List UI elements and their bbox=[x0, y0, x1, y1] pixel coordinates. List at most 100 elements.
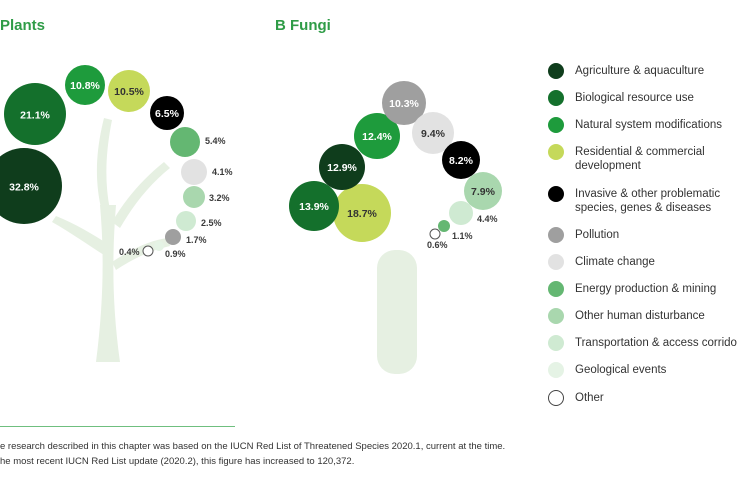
legend-item-invasive-and-other-problematic-species-genes-and-diseases: Invasive & other problematic species, ge… bbox=[548, 186, 721, 215]
legend-item-pollution: Pollution bbox=[548, 227, 620, 243]
fungi-bubble-circle bbox=[449, 201, 473, 225]
fungi-bubble-agriculture-and-aquaculture: 12.9% bbox=[319, 144, 365, 190]
plants-bubble-energy-production-and-mining: 5.4% bbox=[170, 127, 226, 157]
legend-swatch bbox=[548, 186, 564, 202]
legend-swatch bbox=[548, 390, 564, 406]
legend-swatch bbox=[548, 144, 564, 160]
plants-bubble-label: 10.8% bbox=[70, 80, 100, 92]
fungi-bubble-circle bbox=[442, 141, 480, 179]
footnote-1: e research described in this chapter was… bbox=[0, 441, 506, 452]
legend-label: Other bbox=[575, 392, 604, 404]
plants-bubble-residential-and-commercial-development: 10.5% bbox=[108, 70, 150, 112]
plants-bubble-other: 0.4% bbox=[119, 245, 154, 257]
plants-tree-branch bbox=[52, 216, 108, 255]
plants-bubble-circle bbox=[0, 148, 62, 224]
fungi-bubble-energy-production-and-mining: 1.1% bbox=[438, 220, 473, 241]
fungi-bubble-label: 7.9% bbox=[471, 186, 496, 198]
fungi-bubble-label: 9.4% bbox=[421, 128, 446, 140]
plants-bubble-circle bbox=[108, 70, 150, 112]
fungi-bubble-label: 1.1% bbox=[452, 231, 473, 241]
plants-tree-illustration bbox=[52, 118, 170, 362]
fungi-bubble-label: 4.4% bbox=[477, 214, 498, 224]
plants-tree-branch bbox=[112, 162, 170, 228]
plants-bubble-circle bbox=[4, 83, 66, 145]
legend-item-other: Other bbox=[548, 390, 604, 406]
plants-bubbles: 32.8% 21.1% 10.8% 10.5% 6.5% 5.4% 4.1% 3.2% 2.5%… bbox=[0, 65, 233, 259]
fungi-bubbles: 18.7% 13.9% 12.9% 12.4% 10.3% 9.4% 8.2% 7.9% 4.4… bbox=[289, 81, 502, 250]
legend-swatch bbox=[548, 335, 564, 351]
panel-b-title: B Fungi bbox=[275, 17, 331, 34]
legend-label: Energy production & mining bbox=[575, 283, 717, 295]
legend-item-biological-resource-use: Biological resource use bbox=[548, 90, 694, 106]
fungi-bubble-circle bbox=[382, 81, 426, 125]
plants-bubble-label: 21.1% bbox=[20, 109, 50, 121]
legend-swatch bbox=[548, 254, 564, 270]
legend-label: Geological events bbox=[575, 364, 667, 376]
plants-bubble-circle bbox=[181, 159, 207, 185]
fungi-bubble-pollution: 10.3% bbox=[382, 81, 426, 125]
fungi-bubble-label: 10.3% bbox=[389, 98, 419, 110]
legend-swatch bbox=[548, 308, 564, 324]
legend-label: Climate change bbox=[575, 256, 655, 268]
legend-label: Other human disturbance bbox=[575, 310, 705, 322]
fungi-bubble-label: 0.6% bbox=[427, 240, 448, 250]
legend-label: Residential & commercial development bbox=[575, 146, 705, 172]
fungi-tree-illustration bbox=[377, 250, 417, 374]
footnote-divider bbox=[0, 426, 235, 427]
plants-bubble-label: 10.5% bbox=[114, 86, 144, 98]
plants-bubble-label: 0.9% bbox=[165, 249, 186, 259]
plants-bubble-circle bbox=[150, 96, 184, 130]
legend-label: Transportation & access corrido bbox=[575, 337, 737, 349]
fungi-bubble-circle bbox=[438, 220, 450, 232]
legend-item-natural-system-modifications: Natural system modifications bbox=[548, 117, 722, 133]
fungi-bubble-circle bbox=[464, 172, 502, 210]
fungi-bubble-circle bbox=[333, 184, 391, 242]
plants-bubble-transportation-and-access-corridors: 2.5% bbox=[176, 211, 222, 231]
legend-swatch bbox=[548, 362, 564, 378]
fungi-bubble-climate-change: 9.4% bbox=[412, 112, 454, 154]
plants-bubble-circle bbox=[165, 229, 181, 245]
plants-bubble-circle bbox=[154, 241, 164, 251]
plants-bubble-circle bbox=[65, 65, 105, 105]
plants-bubble-circle bbox=[183, 186, 205, 208]
legend-label: Invasive & other problematic species, ge… bbox=[575, 188, 721, 214]
legend-label: Natural system modifications bbox=[575, 119, 722, 131]
plants-bubble-label: 4.1% bbox=[212, 167, 233, 177]
plants-bubble-circle bbox=[176, 211, 196, 231]
footnote-2: he most recent IUCN Red List update (202… bbox=[0, 456, 355, 467]
fungi-bubble-circle bbox=[412, 112, 454, 154]
legend-swatch bbox=[548, 281, 564, 297]
legend-item-agriculture-and-aquaculture: Agriculture & aquaculture bbox=[548, 63, 705, 79]
legend-item-other-human-disturbance: Other human disturbance bbox=[548, 308, 705, 324]
fungi-bubble-label: 12.4% bbox=[362, 131, 392, 143]
fungi-bubble-label: 8.2% bbox=[449, 155, 474, 167]
legend-item-transportation-and-access-corrido: Transportation & access corrido bbox=[548, 335, 737, 351]
plants-bubble-geological-events: 0.9% bbox=[154, 241, 186, 259]
plants-bubble-label: 5.4% bbox=[205, 136, 226, 146]
plants-tree-branch bbox=[96, 118, 112, 212]
legend-item-energy-production-and-mining: Energy production & mining bbox=[548, 281, 717, 297]
plants-bubble-other-human-disturbance: 3.2% bbox=[183, 186, 230, 208]
fungi-bubble-circle bbox=[354, 113, 400, 159]
legend-item-climate-change: Climate change bbox=[548, 254, 655, 270]
fungi-bubble-other: 0.6% bbox=[427, 228, 448, 250]
fungi-bubble-transportation-and-access-corridors: 4.4% bbox=[449, 201, 498, 225]
plants-bubble-label: 32.8% bbox=[9, 181, 39, 193]
plants-bubble-label: 0.4% bbox=[119, 247, 140, 257]
plants-bubble-circle bbox=[170, 127, 200, 157]
plants-bubble-natural-system-modifications: 10.8% bbox=[65, 65, 105, 105]
plants-tree-branch bbox=[96, 205, 120, 362]
fungi-bubble-label: 12.9% bbox=[327, 162, 357, 174]
plants-bubble-pollution: 1.7% bbox=[165, 229, 207, 245]
plants-bubble-circle bbox=[142, 245, 154, 257]
fungi-bubble-label: 18.7% bbox=[347, 208, 377, 220]
legend-swatch bbox=[548, 117, 564, 133]
legend-label: Pollution bbox=[575, 229, 620, 241]
fungi-bubble-invasive-and-other-problematic-species-genes-and-diseases: 8.2% bbox=[442, 141, 480, 179]
legend-item-geological-events: Geological events bbox=[548, 362, 667, 378]
fungi-bubble-circle bbox=[289, 181, 339, 231]
legend-label: Agriculture & aquaculture bbox=[575, 65, 705, 77]
legend-swatch bbox=[548, 227, 564, 243]
fungi-bubble-other-human-disturbance: 7.9% bbox=[464, 172, 502, 210]
